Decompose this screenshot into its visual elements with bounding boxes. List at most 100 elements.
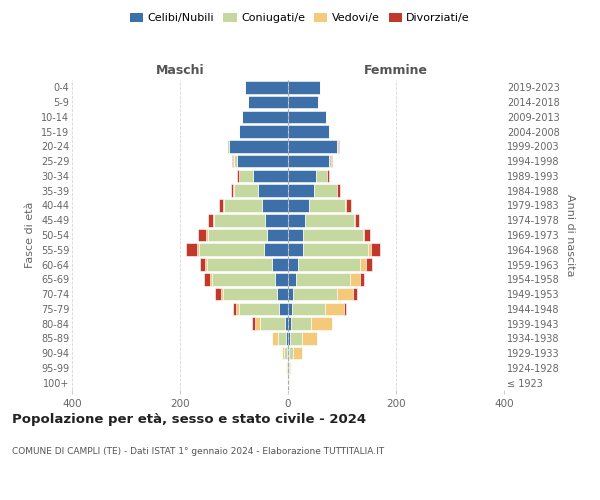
- Bar: [289, 362, 290, 374]
- Bar: [260, 318, 285, 330]
- Bar: [197, 244, 199, 256]
- Bar: [288, 273, 296, 285]
- Bar: [284, 347, 287, 360]
- Bar: [355, 214, 359, 226]
- Bar: [288, 126, 329, 138]
- Bar: [223, 199, 224, 212]
- Bar: [268, 228, 288, 241]
- Bar: [239, 126, 288, 138]
- Bar: [231, 184, 233, 197]
- Bar: [368, 244, 371, 256]
- Bar: [275, 273, 288, 285]
- Bar: [288, 110, 326, 123]
- Bar: [286, 332, 288, 344]
- Bar: [239, 302, 280, 315]
- Bar: [360, 258, 366, 271]
- Bar: [311, 318, 332, 330]
- Bar: [219, 199, 223, 212]
- Bar: [285, 318, 288, 330]
- Bar: [214, 214, 265, 226]
- Bar: [205, 258, 207, 271]
- Bar: [200, 258, 205, 271]
- Bar: [229, 140, 288, 152]
- Text: Femmine: Femmine: [364, 64, 428, 77]
- Bar: [280, 302, 288, 315]
- Bar: [353, 288, 357, 300]
- Y-axis label: Anni di nascita: Anni di nascita: [565, 194, 575, 276]
- Bar: [224, 199, 262, 212]
- Bar: [236, 302, 239, 315]
- Bar: [223, 288, 277, 300]
- Bar: [288, 214, 305, 226]
- Bar: [288, 244, 303, 256]
- Bar: [288, 288, 293, 300]
- Bar: [281, 347, 284, 360]
- Bar: [354, 214, 355, 226]
- Bar: [221, 288, 223, 300]
- Bar: [298, 258, 360, 271]
- Bar: [337, 288, 353, 300]
- Bar: [292, 302, 325, 315]
- Bar: [208, 228, 268, 241]
- Bar: [234, 155, 236, 168]
- Bar: [288, 228, 303, 241]
- Bar: [239, 170, 253, 182]
- Bar: [277, 288, 288, 300]
- Bar: [288, 302, 292, 315]
- Bar: [288, 184, 314, 197]
- Bar: [227, 140, 229, 152]
- Bar: [325, 302, 344, 315]
- Bar: [302, 332, 317, 344]
- Bar: [360, 273, 364, 285]
- Bar: [345, 199, 346, 212]
- Bar: [308, 199, 345, 212]
- Bar: [199, 244, 264, 256]
- Bar: [215, 288, 221, 300]
- Bar: [212, 273, 275, 285]
- Bar: [206, 228, 208, 241]
- Bar: [290, 332, 302, 344]
- Bar: [245, 81, 288, 94]
- Bar: [328, 170, 329, 182]
- Bar: [288, 155, 329, 168]
- Bar: [293, 288, 337, 300]
- Bar: [210, 273, 212, 285]
- Bar: [305, 214, 354, 226]
- Bar: [264, 244, 288, 256]
- Bar: [207, 258, 272, 271]
- Bar: [253, 170, 288, 182]
- Bar: [296, 273, 350, 285]
- Bar: [234, 184, 259, 197]
- Bar: [187, 244, 197, 256]
- Bar: [272, 258, 288, 271]
- Bar: [265, 214, 288, 226]
- Bar: [371, 244, 380, 256]
- Bar: [288, 140, 337, 152]
- Bar: [329, 155, 331, 168]
- Bar: [232, 155, 233, 168]
- Bar: [233, 302, 236, 315]
- Bar: [208, 214, 213, 226]
- Bar: [289, 347, 293, 360]
- Bar: [290, 318, 311, 330]
- Bar: [337, 184, 340, 197]
- Bar: [288, 332, 290, 344]
- Y-axis label: Fasce di età: Fasce di età: [25, 202, 35, 268]
- Bar: [364, 228, 370, 241]
- Bar: [213, 214, 214, 226]
- Bar: [288, 170, 316, 182]
- Bar: [362, 228, 364, 241]
- Bar: [303, 244, 368, 256]
- Bar: [346, 199, 350, 212]
- Bar: [303, 228, 362, 241]
- Bar: [253, 318, 255, 330]
- Bar: [314, 184, 337, 197]
- Bar: [204, 273, 210, 285]
- Text: Popolazione per età, sesso e stato civile - 2024: Popolazione per età, sesso e stato civil…: [12, 412, 366, 426]
- Bar: [199, 228, 206, 241]
- Bar: [255, 318, 260, 330]
- Bar: [288, 81, 320, 94]
- Bar: [288, 96, 318, 108]
- Bar: [272, 332, 278, 344]
- Bar: [237, 170, 239, 182]
